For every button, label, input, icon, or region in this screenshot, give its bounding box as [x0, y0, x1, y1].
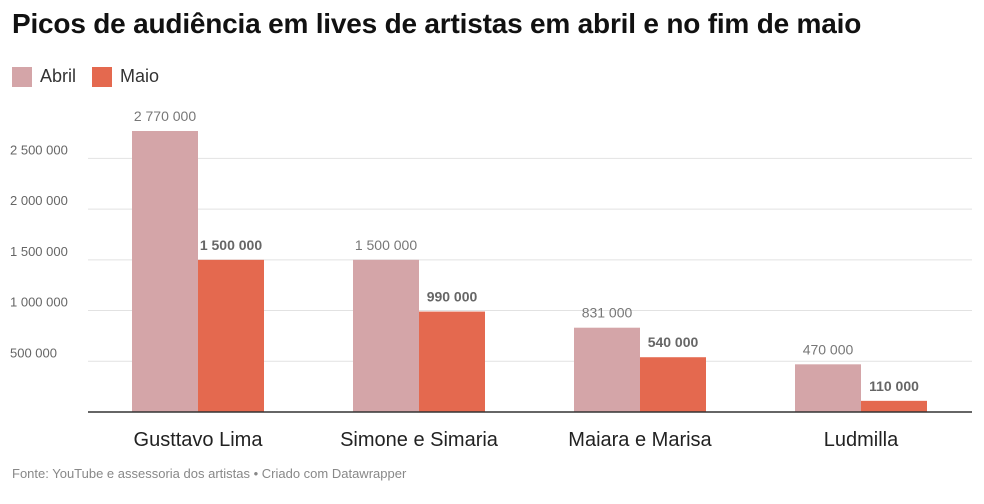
- bar: [198, 259, 264, 412]
- bar: [574, 327, 640, 412]
- data-label: 1 500 000: [355, 237, 417, 253]
- y-tick-label: 1 500 000: [10, 244, 68, 259]
- x-tick-label: Simone e Simaria: [340, 429, 499, 451]
- legend-label-abril: Abril: [40, 66, 77, 86]
- bar: [132, 131, 198, 412]
- bar: [419, 311, 485, 412]
- y-tick-label: 2 000 000: [10, 193, 68, 208]
- y-tick-label: 2 500 000: [10, 142, 68, 157]
- x-tick-label: Ludmilla: [824, 429, 899, 451]
- bar: [640, 357, 706, 412]
- data-label: 540 000: [648, 334, 699, 350]
- y-tick-label: 500 000: [10, 345, 57, 360]
- data-label: 2 770 000: [134, 108, 196, 124]
- x-tick-label: Gusttavo Lima: [134, 429, 264, 451]
- legend-item-abril: Abril: [12, 66, 76, 87]
- data-label: 1 500 000: [200, 237, 262, 253]
- legend-swatch-abril: [12, 66, 32, 87]
- x-tick-label: Maiara e Marisa: [568, 429, 712, 451]
- legend: Abril Maio: [12, 66, 175, 87]
- bar: [795, 364, 861, 412]
- legend-swatch-maio: [92, 66, 113, 87]
- y-tick-label: 1 000 000: [10, 295, 68, 310]
- legend-label-maio: Maio: [120, 66, 160, 86]
- bar: [861, 400, 927, 412]
- data-label: 990 000: [427, 289, 478, 305]
- bar: [353, 259, 419, 412]
- legend-item-maio: Maio: [92, 66, 159, 87]
- source-note: Fonte: YouTube e assessoria dos artistas…: [12, 466, 407, 481]
- data-label: 110 000: [869, 378, 919, 394]
- data-label: 831 000: [582, 305, 633, 321]
- chart-title: Picos de audiência em lives de artistas …: [12, 8, 862, 39]
- data-label: 470 000: [803, 341, 854, 357]
